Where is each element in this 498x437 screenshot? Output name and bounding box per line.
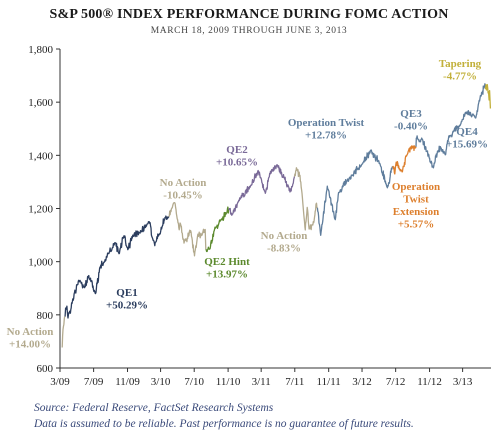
annotation-label-3: No Action -10.45% (160, 177, 207, 202)
x-tick-label: 11/12 (417, 376, 442, 388)
annotation-line: +13.97% (206, 269, 248, 281)
annotation-label-11: Tapering -4.77% (439, 58, 482, 83)
annotation-line: Operation (392, 181, 440, 193)
chart-subtitle: MARCH 18, 2009 THROUGH JUNE 3, 2013 (150, 26, 348, 36)
annotation-label-4: QE2 Hint +13.97% (204, 256, 250, 281)
x-tick-label: 3/09 (50, 376, 70, 388)
annotation-line: -0.40% (394, 121, 428, 133)
x-tick-label: 7/12 (386, 376, 406, 388)
annotation-line: Tapering (439, 58, 482, 70)
annotation-line: No Action (7, 326, 54, 338)
y-tick-label: 1,200 (28, 204, 53, 216)
annotation-label-1: No Action +14.00% (7, 326, 54, 351)
disclaimer-note: Data is assumed to be reliable. Past per… (34, 418, 414, 430)
chart-series (61, 83, 492, 348)
chart-axes: 600 800 1,000 1,200 1,400 1,600 1,800 3/09 7/09 1… (28, 44, 491, 388)
annotation-line: QE4 (456, 126, 478, 138)
annotation-line: QE1 (116, 287, 137, 299)
annotation-line: -4.77% (443, 71, 477, 83)
y-tick-label: 1,400 (28, 150, 53, 162)
annotation-line: No Action (261, 230, 308, 242)
chart-title: S&P 500® INDEX PERFORMANCE DURING FOMC A… (49, 7, 449, 22)
series-line-2 (64, 215, 170, 319)
y-tick-label: 1,600 (28, 97, 53, 109)
annotation-line: -8.83% (267, 243, 301, 255)
annotation-line: QE3 (400, 108, 422, 120)
annotation-label-6: No Action -8.83% (261, 230, 308, 255)
annotation-label-8: Operation Twist Extension +5.57% (392, 181, 440, 231)
series-line-4 (205, 206, 230, 253)
y-tick-label: 600 (37, 363, 54, 375)
y-tick-label: 1,000 (28, 257, 53, 269)
annotation-line: +14.00% (9, 339, 51, 351)
source-note: Source: Federal Reserve, FactSet Researc… (34, 402, 274, 414)
annotation-line: Twist (403, 194, 429, 206)
x-tick-label: 3/11 (252, 376, 271, 388)
annotation-label-9: QE3 -0.40% (394, 108, 428, 133)
series-line-10 (440, 83, 486, 156)
chart-annotations: No Action +14.00%QE1 +50.29%No Action -10.4… (7, 58, 488, 351)
series-line-5 (228, 164, 296, 216)
x-tick-label: 3/12 (352, 376, 372, 388)
annotation-line: +10.65% (216, 157, 258, 169)
series-line-3 (168, 201, 207, 257)
annotation-line: -10.45% (163, 190, 202, 202)
annotation-line: Operation Twist (288, 117, 365, 129)
x-tick-label: 3/10 (151, 376, 171, 388)
annotation-line: +15.69% (446, 139, 488, 151)
annotation-line: +5.57% (398, 219, 435, 231)
y-tick-label: 1,800 (28, 44, 53, 56)
annotation-label-5: QE2 +10.65% (216, 144, 258, 169)
series-line-9 (415, 135, 442, 169)
x-tick-label: 3/13 (453, 376, 473, 388)
series-line-1 (61, 316, 66, 348)
x-tick-label: 11/10 (216, 376, 241, 388)
annotation-line: +12.78% (305, 130, 347, 142)
annotation-line: No Action (160, 177, 207, 189)
annotation-line: QE2 Hint (204, 256, 250, 268)
annotation-line: QE2 (226, 144, 248, 156)
x-tick-label: 7/10 (184, 376, 204, 388)
series-line-8 (392, 145, 417, 175)
series-line-7 (316, 149, 393, 236)
x-tick-label: 7/09 (84, 376, 104, 388)
y-tick-label: 800 (37, 310, 54, 322)
annotation-label-7: Operation Twist +12.78% (288, 117, 365, 142)
annotation-label-10: QE4 +15.69% (446, 126, 488, 151)
x-tick-label: 11/11 (317, 376, 341, 388)
annotation-label-2: QE1 +50.29% (106, 287, 148, 312)
annotation-line: +50.29% (106, 300, 148, 312)
series-line-6 (293, 167, 318, 231)
x-tick-label: 7/11 (285, 376, 304, 388)
x-tick-label: 11/09 (115, 376, 140, 388)
series-line-11 (484, 83, 492, 109)
annotation-line: Extension (393, 206, 439, 218)
